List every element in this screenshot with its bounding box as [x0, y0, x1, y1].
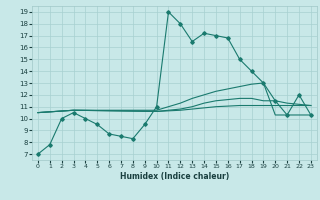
X-axis label: Humidex (Indice chaleur): Humidex (Indice chaleur): [120, 172, 229, 181]
